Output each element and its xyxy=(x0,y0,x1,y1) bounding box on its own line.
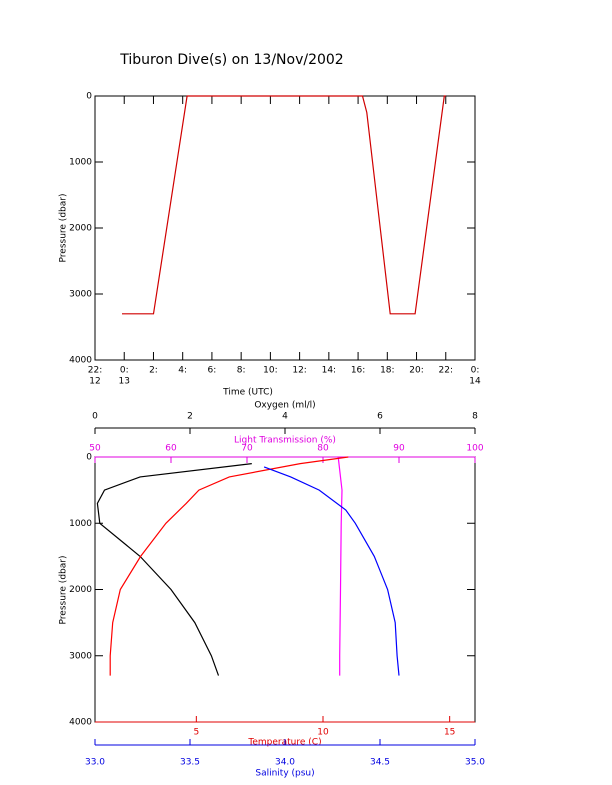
x-tick-sublabel: 14 xyxy=(469,377,481,387)
y-tick-label: 3000 xyxy=(69,651,92,661)
x-tick-label: 50 xyxy=(89,444,101,454)
x-tick-label: 4: xyxy=(178,366,187,376)
x-tick-label: 6 xyxy=(377,412,383,422)
x-axis-label: Salinity (psu) xyxy=(255,769,314,779)
x-tick-label: 20: xyxy=(409,366,423,376)
x-tick-label: 2: xyxy=(149,366,158,376)
x-tick-label: 90 xyxy=(393,444,405,454)
data-line xyxy=(96,463,252,676)
x-tick-label: 34.0 xyxy=(275,758,295,768)
x-axis-label: Oxygen (ml/l) xyxy=(254,401,315,411)
x-tick-label: 6: xyxy=(208,366,217,376)
x-tick-label: 12: xyxy=(292,366,306,376)
x-tick-label: 34.5 xyxy=(370,758,390,768)
y-tick-label: 2000 xyxy=(69,585,92,595)
chart-title: Tiburon Dive(s) on 13/Nov/2002 xyxy=(119,52,343,68)
x-tick-label: 2 xyxy=(187,412,193,422)
x-tick-label: 80 xyxy=(317,444,329,454)
y-tick-label: 0 xyxy=(86,92,92,102)
x-tick-label: 22: xyxy=(439,366,453,376)
x-tick-label: 4 xyxy=(282,412,288,422)
y-tick-label: 0 xyxy=(86,453,92,463)
x-tick-label: 35.0 xyxy=(465,758,485,768)
x-tick-label: 0 xyxy=(92,412,98,422)
plot-frame xyxy=(94,456,476,723)
x-axis-label: Time (UTC) xyxy=(222,388,273,398)
x-tick-label: 8 xyxy=(472,412,478,422)
x-tick-label: 10: xyxy=(263,366,277,376)
data-line xyxy=(122,95,446,315)
x-tick-label: 0: xyxy=(471,366,480,376)
x-tick-sublabel: 13 xyxy=(119,377,130,387)
x-tick-sublabel: 12 xyxy=(89,377,100,387)
x-tick-label: 18: xyxy=(380,366,394,376)
y-axis-label: Pressure (dbar) xyxy=(59,556,69,625)
x-tick-label: 10 xyxy=(317,728,329,738)
x-tick-label: 16: xyxy=(351,366,365,376)
y-tick-label: 1000 xyxy=(69,158,92,168)
data-line xyxy=(263,466,400,676)
y-tick-label: 4000 xyxy=(69,718,92,728)
x-tick-label: 70 xyxy=(241,444,253,454)
x-tick-label: 0: xyxy=(120,366,129,376)
y-tick-label: 4000 xyxy=(69,356,92,366)
x-tick-label: 33.0 xyxy=(85,758,105,768)
plot-frame xyxy=(94,95,476,361)
x-tick-label: 33.5 xyxy=(180,758,200,768)
x-tick-label: 100 xyxy=(466,444,483,454)
y-tick-label: 2000 xyxy=(69,224,92,234)
data-line xyxy=(337,456,343,676)
y-tick-label: 1000 xyxy=(69,519,92,529)
y-axis-label: Pressure (dbar) xyxy=(59,194,69,263)
x-tick-label: 14: xyxy=(322,366,336,376)
x-tick-label: 15 xyxy=(444,728,455,738)
y-tick-label: 3000 xyxy=(69,290,92,300)
x-axis-label: Light Transmission (%) xyxy=(234,436,336,446)
x-tick-label: 8: xyxy=(237,366,246,376)
x-tick-label: 60 xyxy=(165,444,177,454)
x-tick-label: 5 xyxy=(193,728,199,738)
x-tick-label: 22: xyxy=(88,366,102,376)
data-line xyxy=(109,456,349,676)
